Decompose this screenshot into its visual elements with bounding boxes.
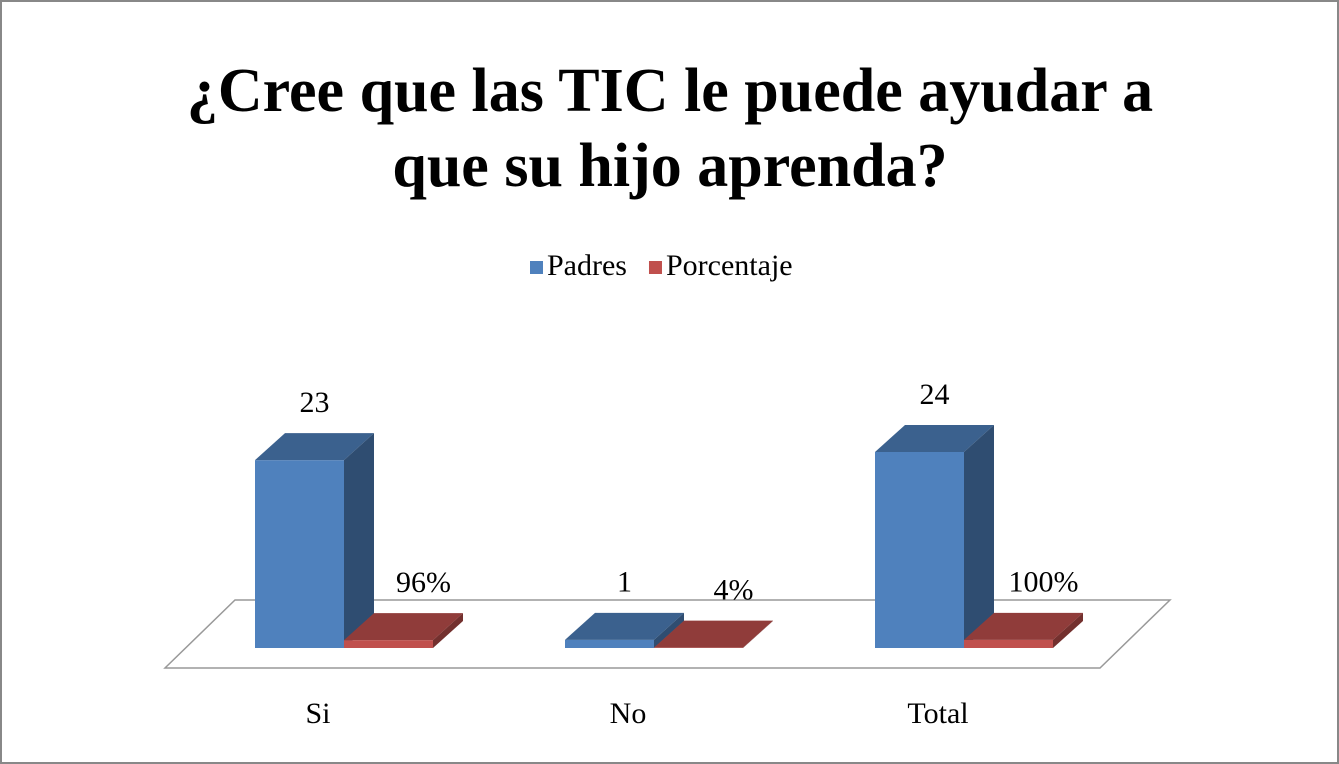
bar-front: [255, 460, 344, 648]
bar-top: [344, 613, 463, 641]
data-label: 1: [617, 566, 632, 599]
legend-label: Padres: [547, 249, 627, 282]
bar-top: [875, 425, 994, 452]
bar-front: [964, 639, 1053, 648]
bar-front: [875, 452, 964, 648]
data-label: 96%: [396, 566, 451, 599]
bar-side: [964, 425, 994, 648]
legend-swatch: [648, 261, 662, 274]
bar-side: [433, 613, 463, 648]
data-label: 24: [920, 378, 950, 411]
bar-top: [654, 620, 773, 648]
bar-top: [565, 612, 684, 640]
bar-front: [565, 639, 654, 648]
x-tick-label: Si: [305, 697, 330, 730]
chart-title: ¿Cree que las TIC le puede ayudar a: [187, 57, 1153, 125]
bar-front: [344, 640, 433, 648]
bar-side: [743, 620, 773, 648]
chart-title: que su hijo aprenda?: [392, 132, 947, 200]
bar-side: [654, 612, 684, 648]
data-label: 100%: [1009, 566, 1079, 599]
data-label: 4%: [714, 574, 754, 607]
x-tick-label: Total: [907, 697, 968, 730]
bar-top: [255, 433, 374, 461]
data-label: 23: [300, 386, 330, 419]
bar-side: [344, 433, 374, 648]
bar-side: [1053, 612, 1083, 648]
legend-label: Porcentaje: [666, 249, 793, 282]
x-tick-label: No: [610, 697, 647, 730]
legend-swatch: [530, 261, 543, 274]
bar-top: [964, 612, 1083, 640]
